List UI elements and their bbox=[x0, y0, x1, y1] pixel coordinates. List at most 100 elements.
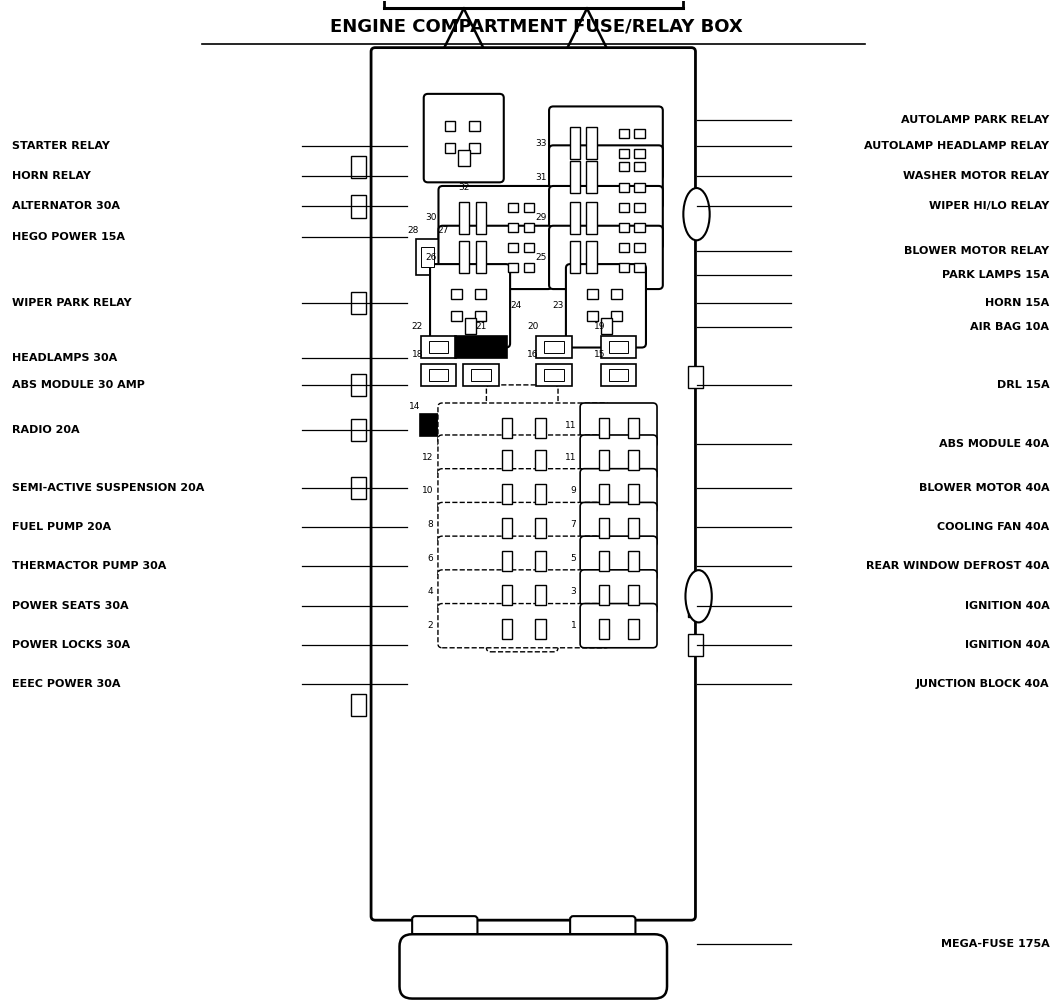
Ellipse shape bbox=[683, 188, 710, 240]
Text: STARTER RELAY: STARTER RELAY bbox=[12, 141, 110, 151]
FancyBboxPatch shape bbox=[351, 418, 365, 440]
Bar bbox=[445, 121, 455, 131]
Bar bbox=[508, 243, 518, 252]
Text: 27: 27 bbox=[437, 226, 449, 235]
Text: DRL 15A: DRL 15A bbox=[997, 380, 1050, 390]
Bar bbox=[465, 318, 476, 334]
Bar bbox=[628, 619, 639, 639]
Text: COOLING FAN 40A: COOLING FAN 40A bbox=[937, 522, 1050, 532]
Text: FUEL PUMP 20A: FUEL PUMP 20A bbox=[12, 522, 111, 532]
FancyBboxPatch shape bbox=[689, 634, 703, 656]
Text: 15: 15 bbox=[593, 350, 605, 359]
Text: ABS MODULE 30 AMP: ABS MODULE 30 AMP bbox=[12, 380, 145, 390]
FancyBboxPatch shape bbox=[438, 226, 552, 289]
Text: 28: 28 bbox=[407, 226, 418, 235]
Text: MEGA-FUSE 175A: MEGA-FUSE 175A bbox=[941, 939, 1050, 950]
Bar bbox=[599, 418, 609, 438]
Bar bbox=[535, 518, 546, 537]
Bar bbox=[459, 241, 470, 273]
FancyBboxPatch shape bbox=[580, 536, 657, 581]
Bar bbox=[619, 203, 629, 212]
FancyBboxPatch shape bbox=[351, 156, 365, 178]
Bar bbox=[451, 288, 461, 298]
Bar bbox=[608, 342, 628, 354]
Bar bbox=[628, 518, 639, 537]
Bar bbox=[420, 414, 448, 436]
Bar bbox=[524, 203, 534, 212]
Bar bbox=[502, 484, 512, 504]
Bar bbox=[587, 288, 598, 298]
FancyBboxPatch shape bbox=[689, 595, 703, 617]
FancyBboxPatch shape bbox=[351, 694, 365, 716]
Text: PARK LAMPS 15A: PARK LAMPS 15A bbox=[942, 270, 1050, 280]
Bar bbox=[635, 203, 645, 212]
Text: 3: 3 bbox=[570, 588, 577, 597]
Bar bbox=[599, 551, 609, 572]
Bar bbox=[599, 585, 609, 605]
Bar bbox=[524, 223, 534, 232]
Bar bbox=[619, 162, 629, 171]
Bar bbox=[635, 129, 645, 138]
Text: POWER SEATS 30A: POWER SEATS 30A bbox=[12, 601, 129, 611]
Text: WIPER PARK RELAY: WIPER PARK RELAY bbox=[12, 298, 132, 308]
Text: HEADLAMPS 30A: HEADLAMPS 30A bbox=[12, 353, 117, 363]
Text: WASHER MOTOR RELAY: WASHER MOTOR RELAY bbox=[903, 171, 1050, 181]
Text: RADIO 20A: RADIO 20A bbox=[12, 424, 79, 434]
Bar bbox=[586, 241, 597, 273]
Text: 12: 12 bbox=[421, 453, 433, 462]
Bar bbox=[587, 310, 598, 321]
Text: SEMI-ACTIVE SUSPENSION 20A: SEMI-ACTIVE SUSPENSION 20A bbox=[12, 483, 204, 493]
Text: 9: 9 bbox=[570, 486, 577, 495]
Bar bbox=[535, 551, 546, 572]
Text: 25: 25 bbox=[535, 253, 547, 262]
Bar bbox=[524, 263, 534, 272]
Bar bbox=[569, 241, 580, 273]
Bar bbox=[569, 202, 580, 234]
Bar bbox=[475, 310, 486, 321]
FancyBboxPatch shape bbox=[549, 185, 663, 249]
Bar bbox=[508, 263, 518, 272]
Text: 24: 24 bbox=[510, 301, 522, 310]
Text: HORN RELAY: HORN RELAY bbox=[12, 171, 91, 181]
Bar bbox=[635, 263, 645, 272]
Text: 2: 2 bbox=[428, 621, 433, 630]
Bar bbox=[628, 551, 639, 572]
FancyBboxPatch shape bbox=[580, 570, 657, 614]
FancyBboxPatch shape bbox=[438, 435, 609, 479]
Bar bbox=[635, 182, 645, 192]
Bar bbox=[535, 484, 546, 504]
FancyBboxPatch shape bbox=[580, 403, 657, 448]
Text: 11: 11 bbox=[565, 453, 577, 462]
Bar bbox=[451, 310, 461, 321]
FancyBboxPatch shape bbox=[570, 916, 636, 944]
FancyBboxPatch shape bbox=[438, 185, 552, 249]
FancyBboxPatch shape bbox=[351, 374, 365, 396]
Text: 17: 17 bbox=[475, 350, 487, 359]
Text: 5: 5 bbox=[570, 553, 577, 562]
Bar bbox=[601, 318, 612, 334]
Bar bbox=[502, 585, 512, 605]
Text: AUTOLAMP HEADLAMP RELAY: AUTOLAMP HEADLAMP RELAY bbox=[865, 141, 1050, 151]
Bar bbox=[502, 518, 512, 537]
FancyBboxPatch shape bbox=[549, 226, 663, 289]
Text: THERMACTOR PUMP 30A: THERMACTOR PUMP 30A bbox=[12, 561, 166, 572]
FancyBboxPatch shape bbox=[412, 916, 477, 944]
FancyBboxPatch shape bbox=[423, 94, 504, 182]
Bar bbox=[619, 243, 629, 252]
Bar bbox=[635, 148, 645, 157]
Bar bbox=[599, 619, 609, 639]
Bar bbox=[535, 418, 546, 438]
Bar bbox=[619, 148, 629, 157]
FancyBboxPatch shape bbox=[549, 107, 663, 179]
Text: 1: 1 bbox=[570, 621, 577, 630]
Text: 23: 23 bbox=[552, 301, 564, 310]
Bar bbox=[586, 202, 597, 234]
Bar bbox=[601, 364, 637, 386]
Text: 26: 26 bbox=[425, 253, 436, 262]
Text: 11: 11 bbox=[565, 420, 577, 429]
Text: EEEC POWER 30A: EEEC POWER 30A bbox=[12, 679, 120, 688]
Bar bbox=[569, 161, 580, 194]
Ellipse shape bbox=[685, 571, 712, 622]
Bar bbox=[508, 223, 518, 232]
Bar bbox=[635, 243, 645, 252]
